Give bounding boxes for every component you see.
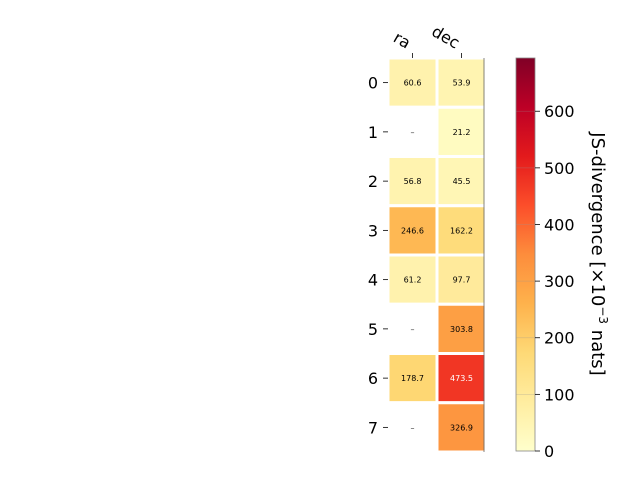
- heatmap-cell: 162.2: [435, 204, 488, 257]
- colorbar-label: JS-divergence [×10−3 nats]: [587, 131, 610, 375]
- row-tick-label: 1: [368, 123, 378, 142]
- heatmap-cell: 53.9: [435, 56, 488, 109]
- row-tick-label: 7: [368, 418, 378, 437]
- row-tick-label: 0: [368, 74, 378, 93]
- heatmap-cell: 21.2: [435, 105, 488, 158]
- cell-value-label: 178.7: [401, 374, 424, 383]
- cell-value-label: 21.2: [453, 128, 471, 137]
- colorbar-ticks: 0 100 200 300 400 500 600: [516, 102, 575, 461]
- row-tick-label: 2: [368, 172, 378, 191]
- cell-value-label: 473.5: [450, 374, 473, 383]
- cell-value-label: 303.8: [450, 325, 473, 334]
- cell-value-label: 246.6: [401, 226, 424, 235]
- cell-value-label: 45.5: [453, 177, 471, 186]
- cell-value-label: 97.7: [453, 276, 471, 285]
- cell-missing-label: –: [411, 128, 415, 137]
- colorbar-tick-label: 400: [544, 215, 575, 234]
- cell-value-label: 326.9: [450, 423, 473, 432]
- heatmap-cell: 473.5: [435, 352, 488, 405]
- column-tick-labels: ra dec: [390, 22, 463, 58]
- heatmap-cell: 97.7: [435, 253, 488, 306]
- heatmap-cell: –: [386, 302, 439, 355]
- heatmap-cell: 60.6: [386, 56, 439, 109]
- colorbar-tick-label: 300: [544, 272, 575, 291]
- heatmap-cell: 303.8: [435, 302, 488, 355]
- cell-rect: [435, 253, 488, 306]
- cell-value-label: 61.2: [404, 276, 422, 285]
- colorbar: 0 100 200 300 400 500 600 JS-divergence [×10−3…: [515, 57, 610, 461]
- row-tick-label: 6: [368, 369, 378, 388]
- heatmap-cell: 246.6: [386, 204, 439, 257]
- cell-rect: [435, 204, 488, 257]
- heatmap-cell: 178.7: [386, 352, 439, 405]
- cell-rect: [435, 401, 488, 454]
- colorbar-tick-label: 500: [544, 159, 575, 178]
- cell-value-label: 60.6: [404, 79, 422, 88]
- colorbar-label-exponent: −3: [596, 306, 610, 324]
- column-tick-label: dec: [429, 22, 463, 53]
- row-tick-labels: 0 1 2 3 4 5 6 7: [368, 74, 388, 437]
- column-tick-label: ra: [390, 28, 414, 53]
- heatmap-cell: –: [386, 401, 439, 454]
- cell-value-label: 56.8: [404, 177, 422, 186]
- colorbar-gradient: [515, 57, 536, 452]
- heatmap-cells: 60.6 53.9 – 21.2 56.8 45.5 246.6 162.2 61.2 97.7 –…: [386, 56, 488, 454]
- heatmap-cell: 45.5: [435, 155, 488, 208]
- cell-missing-label: –: [411, 325, 415, 334]
- colorbar-tick-label: 100: [544, 385, 575, 404]
- colorbar-tick-label: 600: [544, 102, 575, 121]
- row-tick-label: 4: [368, 271, 378, 290]
- colorbar-tick-label: 200: [544, 329, 575, 348]
- heatmap-cell: 56.8: [386, 155, 439, 208]
- cell-missing-label: –: [411, 423, 415, 432]
- heatmap-cell: –: [386, 105, 439, 158]
- row-tick-label: 3: [368, 221, 378, 240]
- heatmap-cell: 61.2: [386, 253, 439, 306]
- cell-rect: [435, 155, 488, 208]
- row-tick-label: 5: [368, 320, 378, 339]
- colorbar-tick-label: 0: [544, 442, 554, 461]
- heatmap-cell: 326.9: [435, 401, 488, 454]
- colorbar-label-suffix: nats]: [587, 324, 608, 376]
- cell-value-label: 53.9: [453, 79, 471, 88]
- cell-rect: [435, 105, 488, 158]
- cell-value-label: 162.2: [450, 226, 473, 235]
